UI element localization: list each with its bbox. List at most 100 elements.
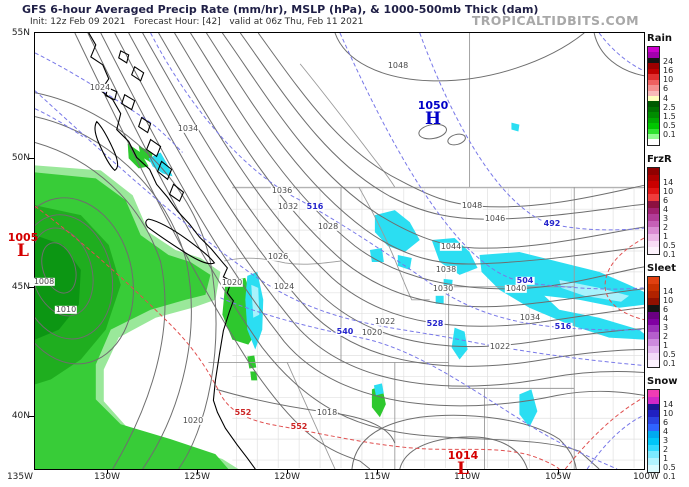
lon-label-135w: 135W: [6, 472, 34, 482]
model-run-subtitle: Init: 12z Feb 09 2021 Forecast Hour: [42…: [30, 16, 364, 27]
legend-tick-label: 3: [663, 214, 669, 223]
legend-section-frzr: FrzR 14 10 6 4 3 2 1 0.5 0.1: [647, 154, 688, 259]
high-pressure-value: 1050: [417, 99, 449, 112]
legend-color-swatch: [648, 227, 659, 235]
low-pressure-value: 1014: [447, 449, 479, 462]
legend-tick-label: 16: [663, 66, 674, 76]
legend-color-swatch: [648, 339, 659, 347]
legend-color-swatch: [648, 214, 659, 221]
legend-tick-label: 4: [663, 205, 669, 214]
legend-color-swatch: [648, 332, 659, 340]
legend-color-swatch: [648, 410, 659, 418]
legend-labels-rain: 24 16 10 6 4 2.5 1.5 0.5 0.1: [660, 57, 676, 139]
legend-color-swatch: [648, 123, 659, 129]
legend-tick-label: 6: [663, 418, 669, 427]
legend-color-swatch: [648, 346, 659, 354]
legend-tick-label: 3: [663, 436, 669, 445]
lat-label-40n: 40N: [11, 411, 30, 421]
legend-color-swatch: [648, 283, 659, 291]
legend-color-swatch: [648, 403, 659, 411]
site-watermark: TROPICALTIDBITS.COM: [471, 13, 639, 28]
legend-color-swatch: [648, 247, 659, 254]
legend-colorbar-snow: [647, 389, 660, 473]
thickness-label: 552: [233, 407, 253, 418]
legend-color-swatch: [648, 277, 659, 284]
legend-color-swatch: [648, 353, 659, 361]
legend-color-swatch: [648, 52, 659, 58]
thickness-label: 516: [305, 201, 325, 212]
legend-color-swatch: [648, 390, 659, 397]
thickness-contours-blue: [35, 33, 644, 469]
legend-labels-snow: 14 10 6 4 3 2 1 0.5 0.1: [660, 400, 676, 481]
mslp-contour-label: 1020: [220, 277, 244, 288]
mslp-contour-label: 1026: [266, 251, 290, 262]
mslp-contour-label: 1024: [88, 82, 112, 93]
thickness-label: 552: [289, 421, 309, 432]
legend-color-swatch: [648, 194, 659, 202]
legend-tick-label: 14: [663, 178, 674, 187]
mslp-contour-label: 1036: [270, 185, 294, 196]
thickness-label: 540: [335, 326, 355, 337]
legend-color-swatch: [648, 79, 659, 86]
legend-color-swatch: [648, 181, 659, 188]
legend-tick-label: 0.5: [663, 463, 676, 472]
legend-color-swatch: [648, 207, 659, 215]
legend-tick-label: 4: [663, 93, 669, 103]
legend-color-swatch: [648, 430, 659, 438]
mslp-contour-label: 1048: [460, 200, 484, 211]
mslp-contour-label: 1048: [386, 60, 410, 71]
legend-colorbar-rain: [647, 46, 660, 146]
legend-color-swatch: [648, 240, 659, 248]
legend-title-snow: Snow: [647, 376, 678, 387]
legend-tick-label: 4: [663, 427, 669, 436]
legend-tick-label: 1: [663, 232, 669, 241]
legend-color-swatch: [648, 297, 659, 305]
legend-color-swatch: [648, 465, 659, 472]
legend-tick-label: 10: [663, 296, 674, 305]
legend-tick-label: 2.5: [663, 102, 676, 112]
lon-label-120w: 120W: [273, 472, 301, 482]
legend-color-swatch: [648, 360, 659, 367]
legend-tick-label: 6: [663, 305, 669, 314]
lon-tick: [377, 470, 378, 474]
legend-color-swatch: [648, 47, 659, 53]
lon-label-105w: 105W: [544, 472, 572, 482]
legend-color-swatch: [648, 220, 659, 228]
legend-color-swatch: [648, 101, 659, 107]
legend-color-swatch: [648, 174, 659, 182]
mslp-contour-label: 1034: [176, 123, 200, 134]
legend-tick-label: 24: [663, 57, 674, 66]
legend-color-swatch: [648, 311, 659, 319]
legend-color-swatch: [648, 74, 659, 80]
mslp-contour-label: 1038: [434, 264, 458, 275]
legend-color-swatch: [648, 134, 659, 140]
legend-tick-label: 0.5: [663, 241, 676, 250]
legend-color-swatch: [648, 139, 659, 145]
legend-section-rain: Rain 24 16 10 6 4 2.5 1.5 0.5 0.1: [647, 33, 688, 146]
legend-tick-label: 0.1: [663, 250, 676, 259]
lat-label-55n: 55N: [11, 28, 30, 38]
legend-color-swatch: [648, 458, 659, 466]
legend-labels-frzr: 14 10 6 4 3 2 1 0.5 0.1: [660, 178, 676, 259]
thickness-label: 504: [515, 275, 535, 286]
lat-tick: [29, 287, 34, 288]
legend-section-snow: Snow 14 10 6 4 3 2 1 0.5 0.1: [647, 376, 688, 481]
lon-label-125w: 125W: [183, 472, 211, 482]
legend-color-swatch: [648, 117, 659, 124]
low-pressure-symbol: L: [17, 241, 29, 261]
legend-color-swatch: [648, 417, 659, 425]
thickness-label: 516: [553, 321, 573, 332]
lon-label-100w: 100W: [632, 472, 660, 482]
legend-tick-label: 2: [663, 445, 669, 454]
lat-label-50n: 50N: [11, 153, 30, 163]
legend-tick-label: 4: [663, 314, 669, 323]
legend-colorbar-frzr: [647, 167, 660, 255]
high-pressure-symbol: H: [424, 109, 442, 129]
legend-color-swatch: [648, 444, 659, 452]
legend-tick-label: 10: [663, 187, 674, 196]
legend-color-swatch: [648, 451, 659, 459]
legend-color-swatch: [648, 112, 659, 118]
coastline: [88, 33, 256, 469]
lat-tick: [29, 158, 34, 159]
